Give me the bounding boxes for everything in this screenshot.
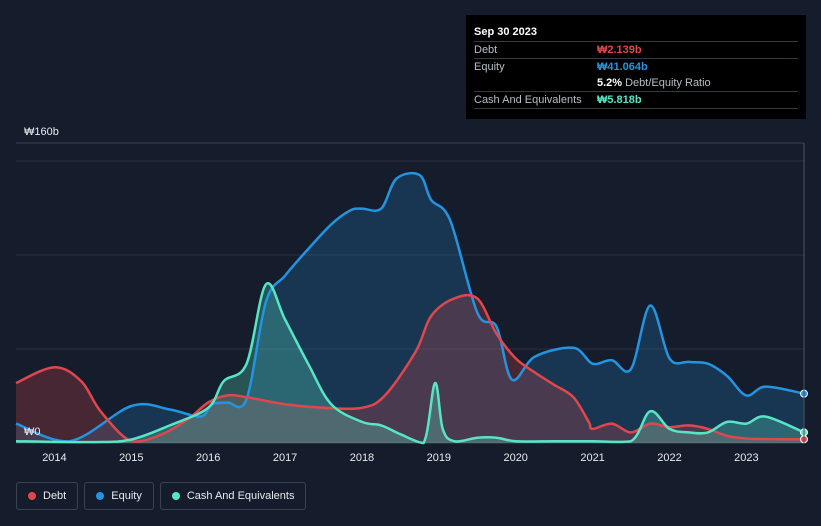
series-areas — [16, 173, 804, 443]
series-lines — [15, 171, 805, 445]
x-tick-label: 2015 — [119, 452, 143, 464]
legend-equity-label: Equity — [111, 490, 142, 502]
legend-debt-label: Debt — [43, 490, 67, 502]
x-tick-label: 2019 — [427, 452, 451, 464]
equity-line — [15, 171, 805, 443]
debt-area — [16, 295, 804, 443]
debt-dot-icon — [28, 492, 36, 500]
tooltip-ratio-value: 5.2% — [597, 77, 623, 89]
grid-lines — [16, 142, 804, 444]
tooltip-ratio-label: Debt/Equity Ratio — [625, 77, 711, 89]
axis-labels: ₩160b ₩0 2014 2015 2016 2017 2018 2019 2020 2021 2… — [24, 126, 759, 464]
x-tick-label: 2016 — [196, 452, 220, 464]
y-axis-zero-label: ₩0 — [24, 426, 41, 438]
x-tick-label: 2018 — [350, 452, 374, 464]
tooltip-equity-label: Equity — [474, 61, 505, 73]
legend-cash-label: Cash And Equivalents — [186, 490, 295, 502]
tooltip-equity-value: ₩41.064b — [597, 61, 648, 73]
equity-area — [16, 173, 804, 443]
debt-line — [15, 293, 805, 443]
tooltip-date: Sep 30 2023 — [474, 26, 537, 38]
tooltip-debt-label: Debt — [474, 44, 498, 56]
data-tooltip: Sep 30 2023 Debt ₩2.139b Equity ₩41.064b… — [466, 15, 806, 119]
cash-line — [15, 281, 805, 445]
equity-dot-icon — [96, 492, 105, 500]
x-tick-label: 2014 — [42, 452, 66, 464]
tooltip-row-ratio: 5.2% Debt/Equity Ratio — [474, 75, 798, 91]
legend-item-equity[interactable]: Equity — [84, 482, 154, 510]
cash-dot-icon — [171, 492, 180, 500]
x-tick-label: 2020 — [503, 452, 527, 464]
x-tick-label: 2017 — [273, 452, 297, 464]
tooltip-row-cash: Cash And Equivalents ₩5.818b — [474, 91, 798, 109]
tooltip-row-equity: Equity ₩41.064b — [474, 58, 798, 75]
chart-legend: Debt Equity Cash And Equivalents — [16, 482, 307, 510]
y-axis-top-label: ₩160b — [24, 126, 59, 138]
legend-item-debt[interactable]: Debt — [16, 482, 79, 510]
x-tick-label: 2023 — [734, 452, 758, 464]
tooltip-cash-value: ₩5.818b — [597, 94, 642, 106]
tooltip-debt-value: ₩2.139b — [597, 44, 642, 56]
tooltip-cash-label: Cash And Equivalents — [474, 94, 582, 106]
x-tick-label: 2021 — [580, 452, 604, 464]
legend-item-cash[interactable]: Cash And Equivalents — [159, 482, 307, 510]
x-tick-label: 2022 — [657, 452, 681, 464]
tooltip-row-debt: Debt ₩2.139b — [474, 41, 798, 58]
